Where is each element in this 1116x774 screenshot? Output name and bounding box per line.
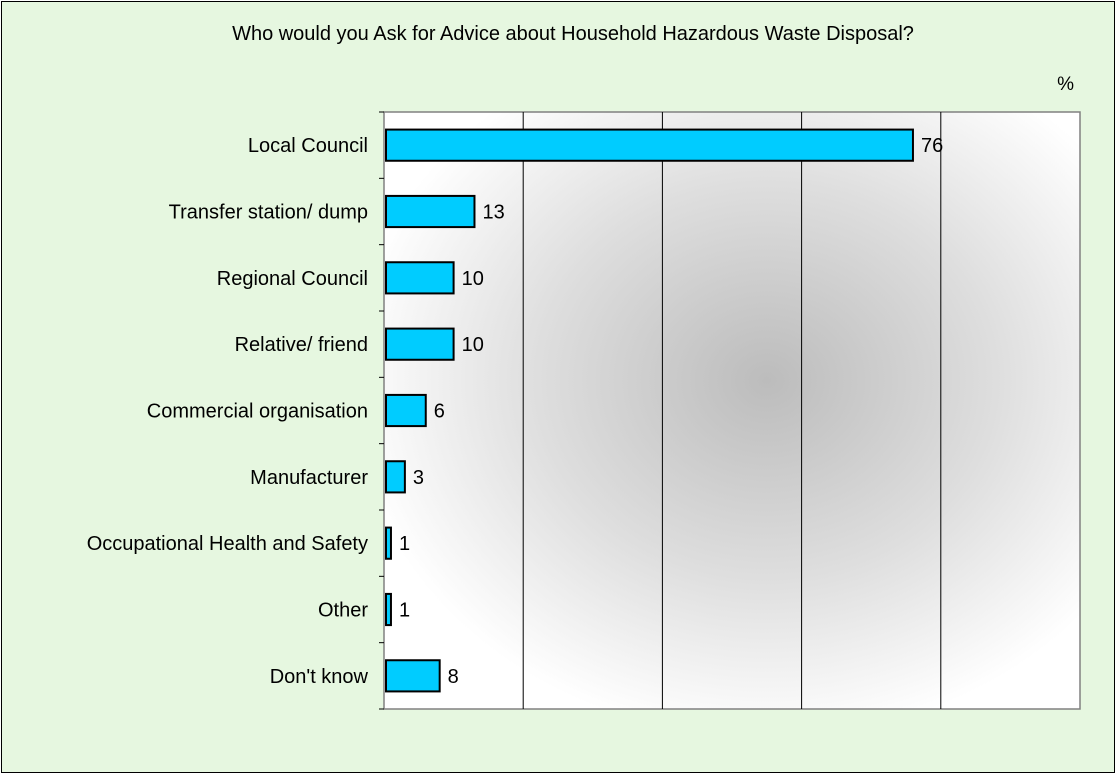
category-label: Commercial organisation: [147, 401, 368, 423]
data-label: 10: [462, 334, 484, 356]
bar: [385, 194, 476, 229]
category-label: Manufacturer: [250, 467, 368, 489]
data-label: 76: [921, 135, 943, 157]
bar: [385, 128, 914, 162]
bar: [385, 526, 392, 560]
chart-title: Who would you Ask for Advice about House…: [232, 23, 914, 45]
data-label: 10: [462, 268, 484, 290]
bar: [385, 261, 455, 295]
category-label: Relative/ friend: [235, 334, 368, 356]
category-label: Don't know: [270, 666, 369, 688]
category-labels: Local Council Transfer station/ dump Regio…: [87, 135, 369, 688]
data-label: 1: [399, 533, 410, 555]
unit-label: %: [1057, 74, 1074, 95]
category-label: Transfer station/ dump: [169, 202, 368, 224]
bar: [385, 592, 392, 627]
data-label: 1: [399, 600, 410, 622]
category-label: Local Council: [248, 135, 368, 157]
bar: [385, 460, 406, 494]
data-label: 13: [482, 202, 504, 224]
value-labels: 76 13 10 10 6 3 1 1 8: [399, 135, 943, 688]
axis-ticks: [379, 111, 384, 710]
bar: [385, 327, 455, 361]
bar: [385, 393, 427, 428]
data-label: 6: [434, 401, 445, 423]
plot-area: [383, 111, 1081, 710]
category-label: Regional Council: [217, 268, 368, 290]
data-label: 3: [413, 467, 424, 489]
data-label: 8: [448, 666, 459, 688]
bars: [385, 128, 914, 693]
gridlines: [522, 112, 942, 709]
category-label: Occupational Health and Safety: [87, 533, 368, 555]
bar: [385, 659, 441, 693]
category-label: Other: [318, 600, 368, 622]
